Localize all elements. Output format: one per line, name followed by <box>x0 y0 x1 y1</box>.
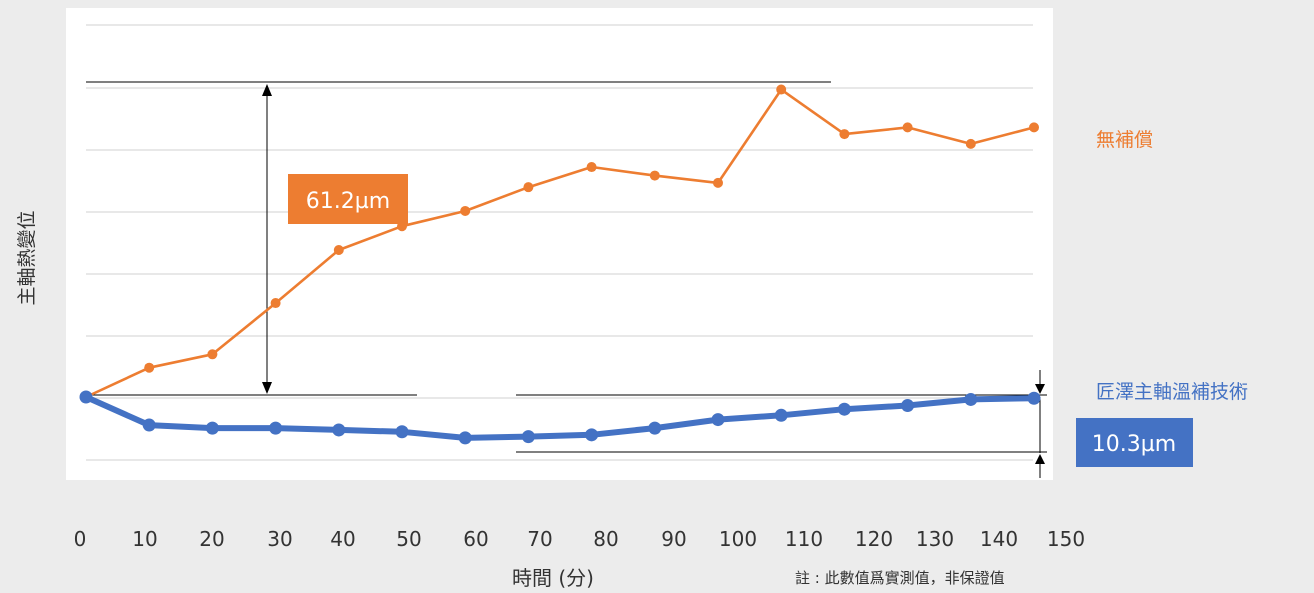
y-axis-label: 主軸熱變位 <box>16 210 38 305</box>
x-tick-label: 30 <box>267 527 292 551</box>
x-tick-label: 40 <box>330 527 355 551</box>
data-point-compensation <box>964 392 978 406</box>
x-tick-label: 60 <box>463 527 488 551</box>
x-tick-label: 90 <box>661 527 686 551</box>
legend-entry-no-compensation: 無補償 <box>1096 129 1153 151</box>
data-point-compensation <box>837 402 851 416</box>
data-point-compensation <box>585 428 599 442</box>
x-tick-label: 80 <box>593 527 618 551</box>
x-tick-label: 0 <box>74 527 87 551</box>
series-layer <box>79 84 1041 445</box>
data-point-compensation <box>774 408 788 422</box>
data-point-no-compensation <box>207 349 218 360</box>
x-tick-label: 150 <box>1047 527 1085 551</box>
data-point-compensation <box>901 399 915 413</box>
orange-delta-label-box <box>288 174 408 224</box>
data-point-no-compensation <box>270 298 281 309</box>
x-tick-label: 130 <box>916 527 954 551</box>
footnote: 註 : 此數值爲實測值，非保證值 <box>795 569 1005 587</box>
data-point-no-compensation <box>333 244 344 255</box>
legend-entry-compensation: 匠澤主軸溫補技術 <box>1096 381 1248 403</box>
data-point-compensation <box>79 390 93 404</box>
data-point-no-compensation <box>586 162 597 173</box>
data-point-compensation <box>395 425 409 439</box>
x-tick-label: 140 <box>980 527 1018 551</box>
x-tick-label: 110 <box>785 527 823 551</box>
data-point-compensation <box>269 421 283 435</box>
series-line-no-compensation <box>84 88 1036 399</box>
arrow-up-icon <box>262 84 272 96</box>
data-point-no-compensation <box>839 129 850 140</box>
data-point-no-compensation <box>460 205 471 216</box>
data-point-compensation <box>142 418 156 432</box>
data-point-compensation <box>1027 391 1041 405</box>
arrow-down-icon <box>1035 384 1045 394</box>
data-point-compensation <box>648 421 662 435</box>
x-tick-label: 70 <box>527 527 552 551</box>
arrow-up-icon <box>1035 454 1045 464</box>
x-tick-label: 10 <box>132 527 157 551</box>
x-tick-labels: 0 10 20 30 40 50 60 70 80 90 100 110 120 130 140 150 <box>74 527 1085 551</box>
data-point-no-compensation <box>965 138 976 149</box>
blue-delta-label: 10.3µm <box>1092 432 1176 457</box>
data-point-no-compensation <box>649 170 660 181</box>
reference-lines <box>86 81 1047 478</box>
x-tick-label: 100 <box>719 527 757 551</box>
data-point-compensation <box>458 431 472 445</box>
data-point-no-compensation <box>1029 122 1039 133</box>
plot-area-panel <box>66 8 1053 480</box>
orange-delta-label: 61.2µm <box>306 189 390 214</box>
data-point-compensation <box>521 430 535 444</box>
x-tick-label: 50 <box>396 527 421 551</box>
x-axis-label: 時間 (分) <box>512 566 594 590</box>
data-point-compensation <box>332 423 346 437</box>
data-point-no-compensation <box>523 182 534 193</box>
data-point-no-compensation <box>776 84 787 95</box>
data-point-compensation <box>711 413 725 427</box>
legend: 無補償 匠澤主軸溫補技術 <box>1096 129 1248 403</box>
data-point-no-compensation <box>902 122 913 133</box>
annotations: 61.2µm 10.3µm <box>288 174 1193 467</box>
arrow-down-icon <box>262 382 272 394</box>
series-line-compensation <box>83 394 1037 441</box>
x-tick-label: 20 <box>199 527 224 551</box>
data-point-no-compensation <box>144 362 155 373</box>
blue-delta-label-box <box>1076 418 1193 467</box>
grid <box>86 24 1033 461</box>
x-tick-label: 120 <box>855 527 893 551</box>
data-point-no-compensation <box>713 177 723 188</box>
data-point-compensation <box>205 421 219 435</box>
